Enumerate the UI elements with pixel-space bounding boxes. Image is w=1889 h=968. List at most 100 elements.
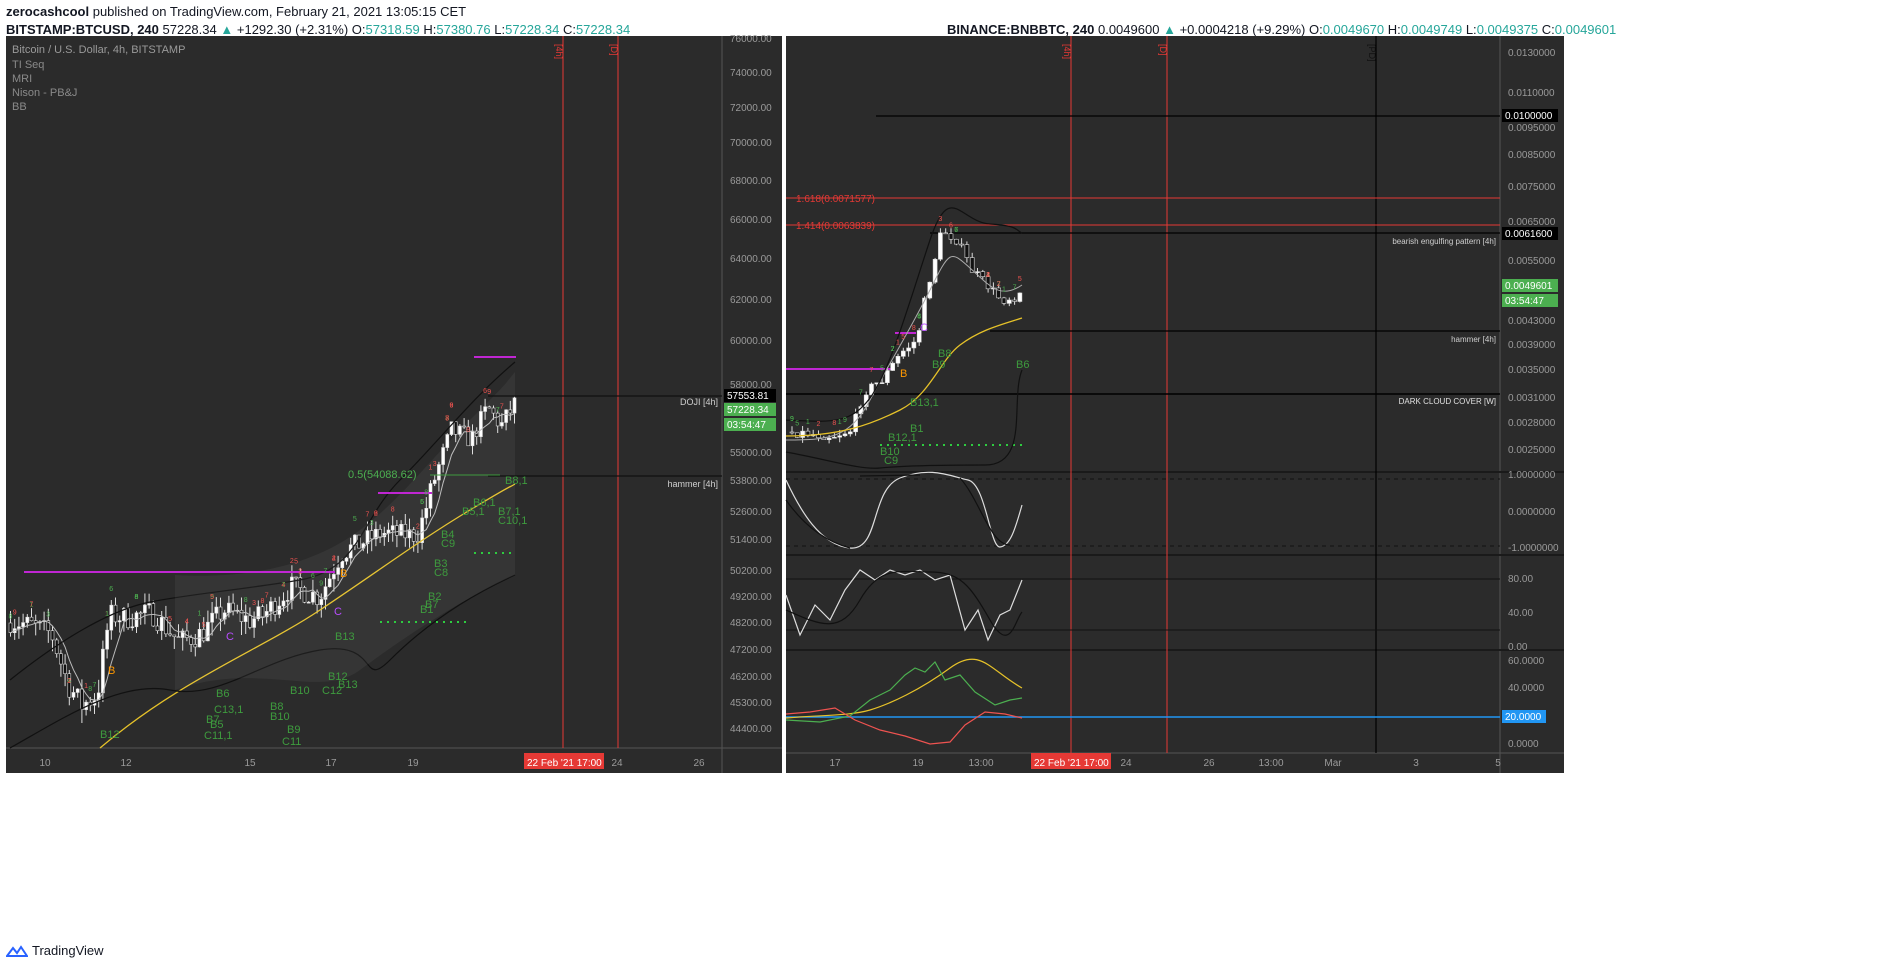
left-legend: BITSTAMP:BTCUSD, 240 57228.34 ▲ +1292.30…: [6, 22, 631, 37]
left-count-digit: 8: [391, 507, 395, 514]
candle-body: [453, 421, 458, 435]
candle-body: [975, 271, 980, 273]
candle-body: [847, 431, 853, 435]
left-count-digit: 4: [67, 678, 71, 685]
candle-body: [943, 232, 949, 235]
candle-body: [495, 412, 500, 427]
left-time-label: 19: [407, 758, 419, 769]
right-seq-label: B: [900, 368, 907, 380]
left-seq-label: C11,1: [204, 730, 233, 742]
candle-body: [302, 587, 307, 603]
right-seq-label: B10: [880, 446, 900, 458]
left-price-label: 70000.00: [730, 138, 772, 149]
right-close: 0.0049601: [1554, 22, 1617, 37]
candle-body: [842, 433, 848, 437]
candle-body: [959, 243, 964, 246]
candle-body: [938, 232, 943, 260]
candle-body: [122, 608, 126, 621]
candle-body: [21, 622, 25, 628]
candle-body: [1006, 299, 1012, 304]
right-date-tag-bg: [1031, 753, 1111, 769]
left-count-digit: 7: [500, 403, 504, 410]
left-price-label: 47200.00: [730, 645, 772, 656]
left-seq-label: B10: [290, 685, 310, 697]
candle-body: [512, 397, 517, 414]
candle-body: [483, 406, 487, 412]
right-price-label: 0.0095000: [1508, 123, 1556, 134]
left-seq-label: B13: [338, 679, 358, 691]
candle-body: [369, 530, 374, 540]
right-price-label: 0.0039000: [1508, 340, 1556, 351]
left-count-digit: 7: [30, 602, 34, 609]
left-seq-label: C9: [441, 538, 455, 550]
right-count-digit: 5: [880, 366, 884, 373]
right-count-digit: 6: [954, 227, 958, 234]
candle-body: [885, 370, 890, 383]
left-level-tag: 57553.81: [727, 391, 769, 402]
left-count-digit: 8: [9, 614, 13, 621]
candle-body: [1001, 297, 1007, 304]
right-count-digit: 4: [986, 272, 990, 279]
left-slow-ma-line: [99, 483, 516, 749]
left-price-label: 72000.00: [730, 103, 772, 114]
left-seq-label: B10: [270, 711, 290, 723]
left-fib-label: 0.5(54088.62): [348, 469, 417, 481]
left-4h-marker-label: [4h]: [554, 44, 564, 59]
left-count-digit: 3: [46, 612, 50, 619]
right-last-price-tag-bg: [1502, 279, 1558, 292]
right-seq-label: B1: [910, 423, 923, 435]
osc2-line: [785, 569, 1023, 642]
right-candles: [789, 228, 1023, 444]
publish-info: published on TradingView.com, February 2…: [92, 4, 467, 19]
author-name[interactable]: zerocashcool: [6, 4, 90, 19]
candle-body: [71, 692, 76, 698]
right-d-marker-label: [D]: [1158, 44, 1168, 56]
left-count-digit: 5: [202, 622, 206, 629]
left-count-digit: 7: [496, 407, 500, 414]
osc2-label: 40.00: [1508, 608, 1533, 619]
left-indicator-2: Nison - PB&J: [12, 87, 77, 99]
osc3-label: 40.0000: [1508, 683, 1545, 694]
left-count-digit: 5: [168, 616, 172, 623]
right-count-digit: 1: [1002, 286, 1006, 293]
left-seq-label: C10,1: [498, 515, 527, 527]
osc3-minus-di-line: [785, 707, 1023, 745]
candle-body: [214, 606, 219, 614]
left-time-label: 12: [120, 758, 132, 769]
candle-body: [189, 637, 193, 645]
brand-name[interactable]: TradingView: [32, 943, 104, 958]
right-seq-label: B6: [1016, 359, 1029, 371]
candle-body: [895, 355, 901, 364]
osc3-threshold-tag-bg: [1502, 710, 1546, 723]
osc1-line: [785, 471, 1023, 549]
right-time-label: 3: [1413, 758, 1419, 769]
candle-body: [1012, 299, 1017, 302]
candle-body: [17, 626, 21, 629]
left-count-digit: 8: [445, 416, 449, 423]
right-time-label: 19: [912, 758, 924, 769]
osc3-threshold-tag: 20.0000: [1505, 712, 1542, 723]
right-count-digit: 2: [891, 346, 895, 353]
left-count-digit: 3: [252, 600, 256, 607]
left-count-digit: 9: [13, 610, 17, 617]
right-count-digit: 9: [843, 417, 847, 424]
candle-body: [50, 630, 55, 641]
right-price-label: 0.0075000: [1508, 182, 1556, 193]
right-count-digit: 2: [986, 272, 990, 279]
left-price-label: 52600.00: [730, 507, 772, 518]
right-countdown-tag-bg: [1502, 294, 1558, 307]
left-last: 57228.34: [162, 22, 217, 37]
left-indicator-0: TI Seq: [12, 59, 44, 71]
right-time-label: 13:00: [1258, 758, 1283, 769]
candle-body: [466, 426, 471, 447]
left-seq-label: C: [226, 631, 234, 643]
right-fib2-label: 1.414(0.0063839): [796, 221, 875, 232]
right-count-digit: 1: [896, 339, 900, 346]
left-price-label: 62000.00: [730, 295, 772, 306]
right-last-price-tag: 0.0049601: [1505, 281, 1553, 292]
candle-body: [63, 663, 67, 675]
left-seq-label: B9: [287, 724, 300, 736]
candle-body: [906, 347, 911, 352]
right-count-digit: 5: [1018, 276, 1022, 283]
